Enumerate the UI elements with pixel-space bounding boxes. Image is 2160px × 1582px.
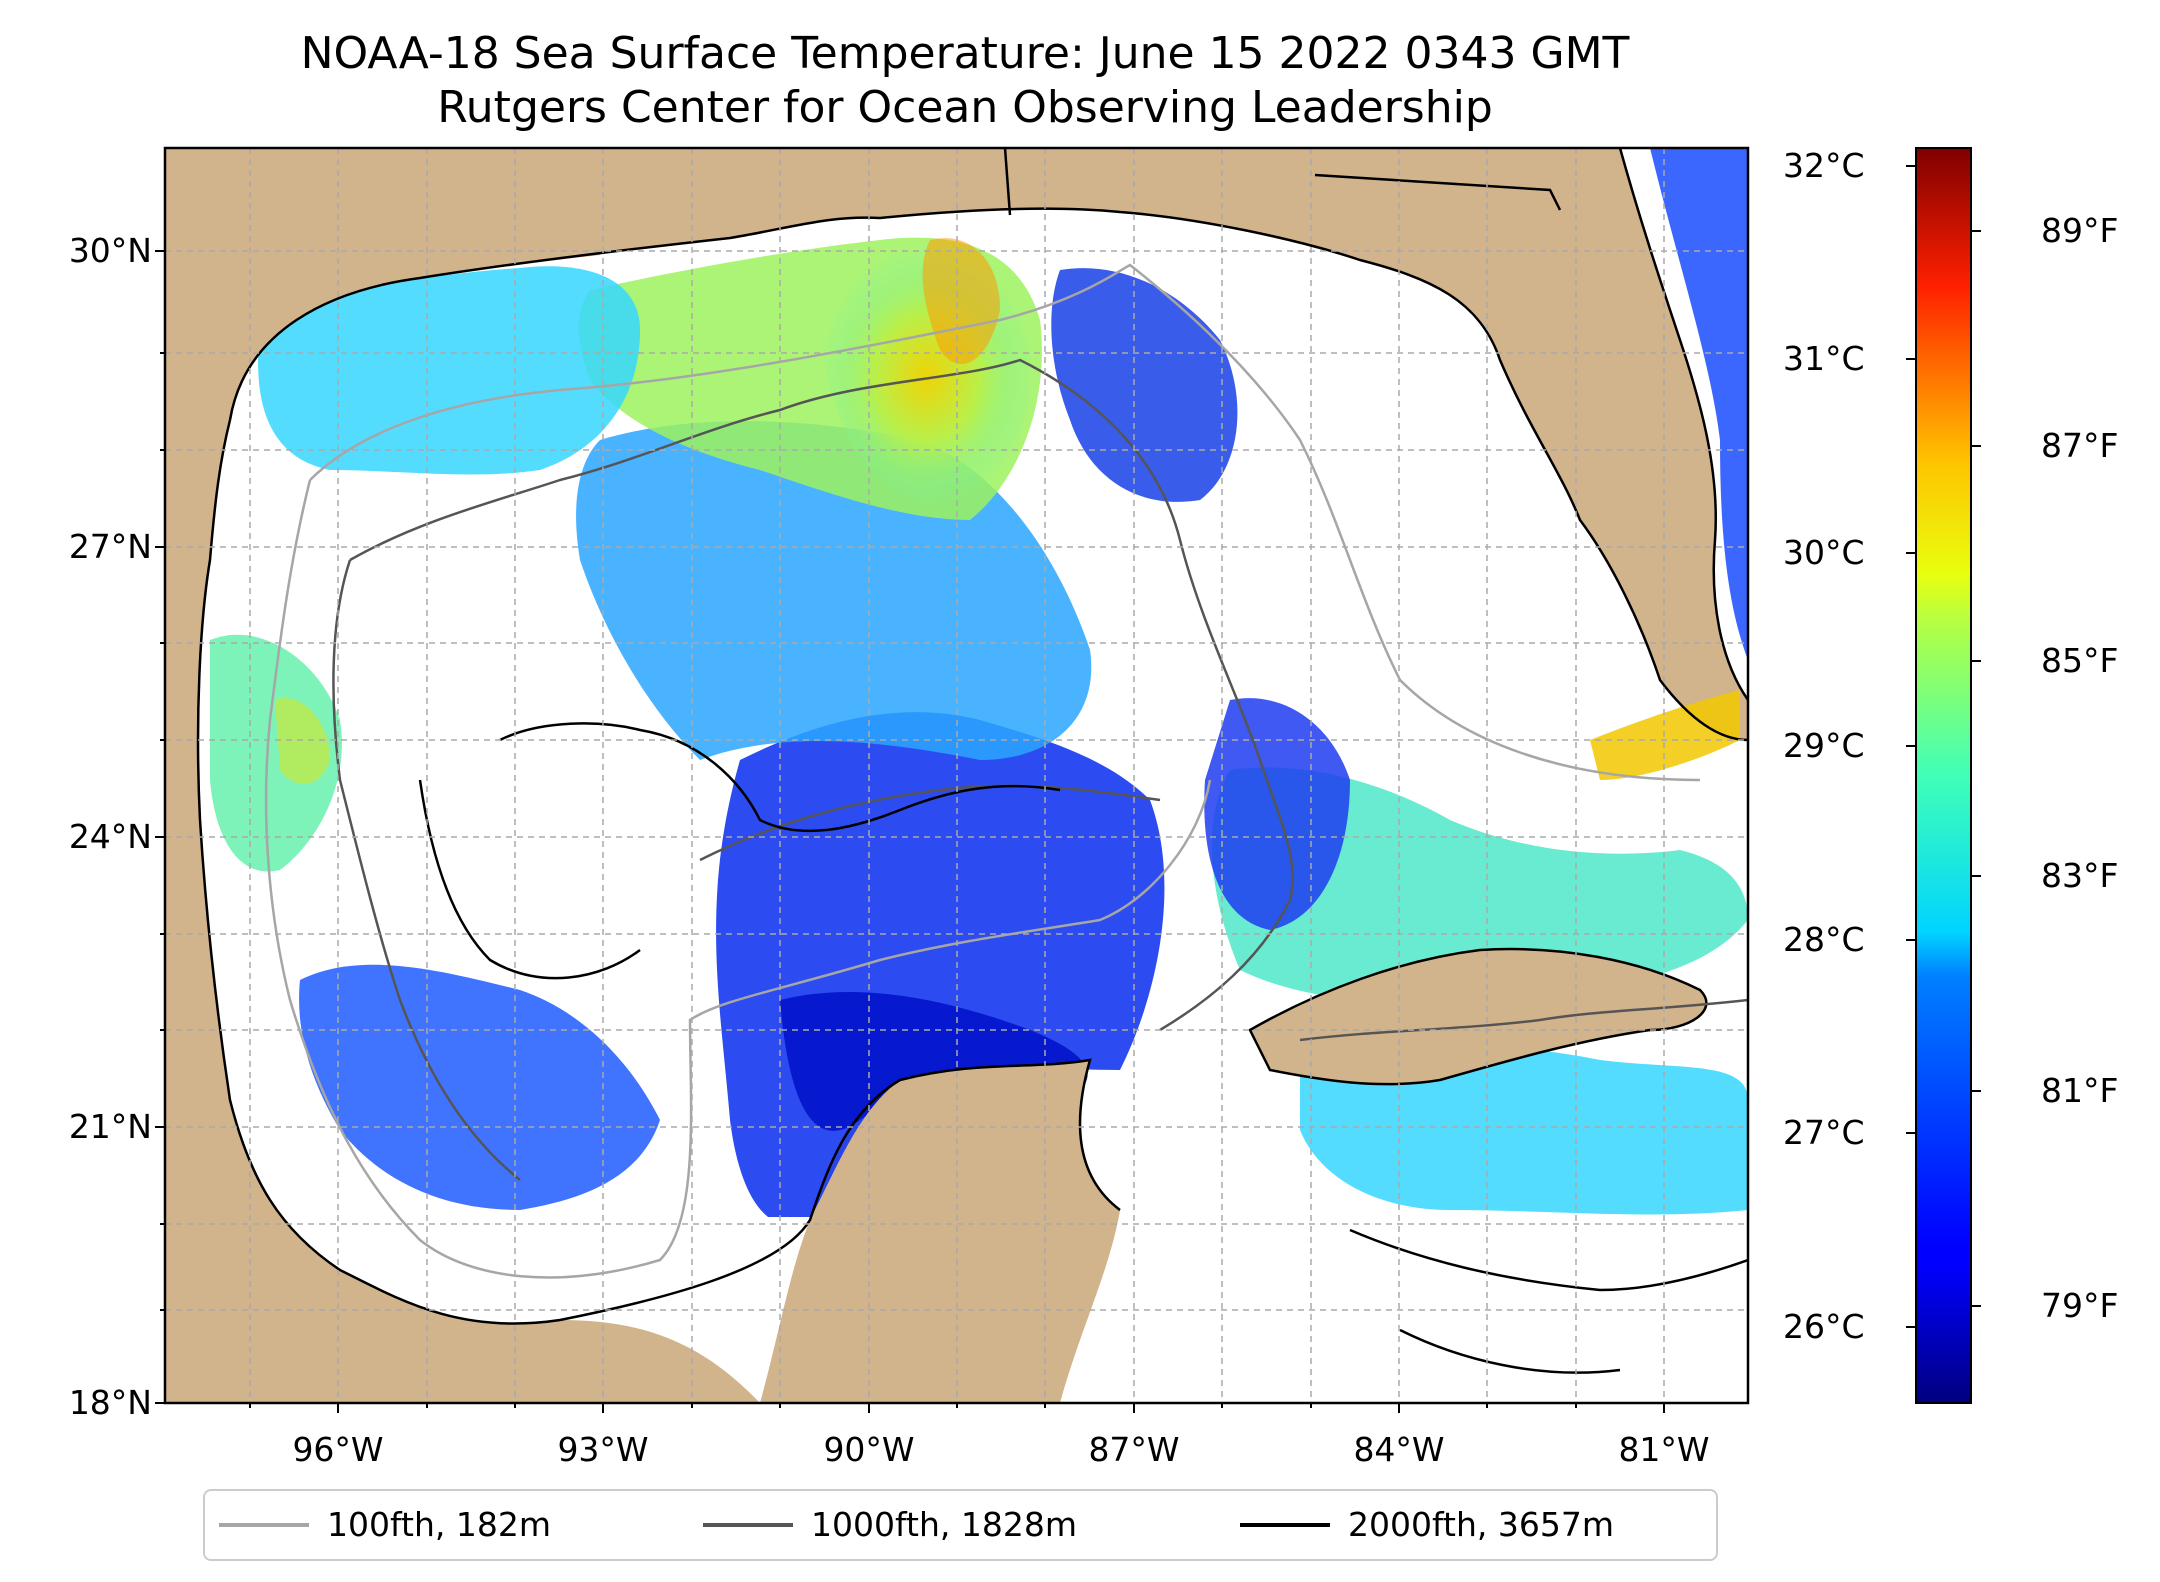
colorbar-label-31c: 31°C (1783, 339, 1865, 378)
legend-swatch-2000fth (1240, 1523, 1330, 1527)
lon-label-96w: 96°W (292, 1430, 384, 1469)
legend-item-100fth: 100fth, 182m (219, 1491, 551, 1559)
lat-label-18n: 18°N (68, 1383, 152, 1422)
lon-label-93w: 93°W (557, 1430, 649, 1469)
lon-label-90w: 90°W (823, 1430, 915, 1469)
lon-label-81w: 81°W (1618, 1430, 1710, 1469)
lat-label-30n: 30°N (68, 231, 152, 270)
lon-label-84w: 84°W (1353, 1430, 1445, 1469)
legend-label-2000fth: 2000fth, 3657m (1348, 1505, 1614, 1544)
colorbar-label-32c: 32°C (1783, 146, 1865, 185)
legend-label-100fth: 100fth, 182m (327, 1505, 551, 1544)
chart-title: NOAA-18 Sea Surface Temperature: June 15… (300, 28, 1630, 79)
cuba-land (1250, 949, 1707, 1085)
colorbar-label-26c: 26°C (1783, 1307, 1865, 1346)
sst-data (210, 148, 1748, 1226)
colorbar-label-89f: 89°F (2041, 211, 2119, 250)
axis-ticks (155, 250, 1665, 1413)
colorbar-label-83f: 83°F (2041, 856, 2119, 895)
colorbar-label-87f: 87°F (2041, 426, 2119, 465)
bathymetry-contours (264, 263, 1748, 1374)
legend-item-2000fth: 2000fth, 3657m (1240, 1491, 1614, 1559)
colorbar-label-27c: 27°C (1783, 1113, 1865, 1152)
colorbar-label-30c: 30°C (1783, 533, 1865, 572)
colorbar-label-29c: 29°C (1783, 726, 1865, 765)
mexico-land (165, 148, 760, 1403)
chart-subtitle: Rutgers Center for Ocean Observing Leade… (437, 82, 1493, 133)
legend: 100fth, 182m 1000fth, 1828m 2000fth, 365… (203, 1489, 1718, 1561)
legend-label-1000fth: 1000fth, 1828m (811, 1505, 1077, 1544)
lon-label-87w: 87°W (1088, 1430, 1180, 1469)
lat-label-27n: 27°N (68, 527, 152, 566)
lat-label-21n: 21°N (68, 1107, 152, 1146)
lat-label-24n: 24°N (68, 817, 152, 856)
legend-swatch-1000fth (703, 1523, 793, 1527)
colorbar (1915, 147, 1972, 1404)
colorbar-ticks (1906, 165, 1981, 1328)
colorbar-label-81f: 81°F (2041, 1071, 2119, 1110)
legend-item-1000fth: 1000fth, 1828m (703, 1491, 1077, 1559)
yucatan-land (760, 1060, 1120, 1403)
colorbar-label-79f: 79°F (2041, 1286, 2119, 1325)
colorbar-label-28c: 28°C (1783, 920, 1865, 959)
graticule (165, 148, 1748, 1403)
legend-swatch-100fth (219, 1523, 309, 1527)
colorbar-label-85f: 85°F (2041, 641, 2119, 680)
